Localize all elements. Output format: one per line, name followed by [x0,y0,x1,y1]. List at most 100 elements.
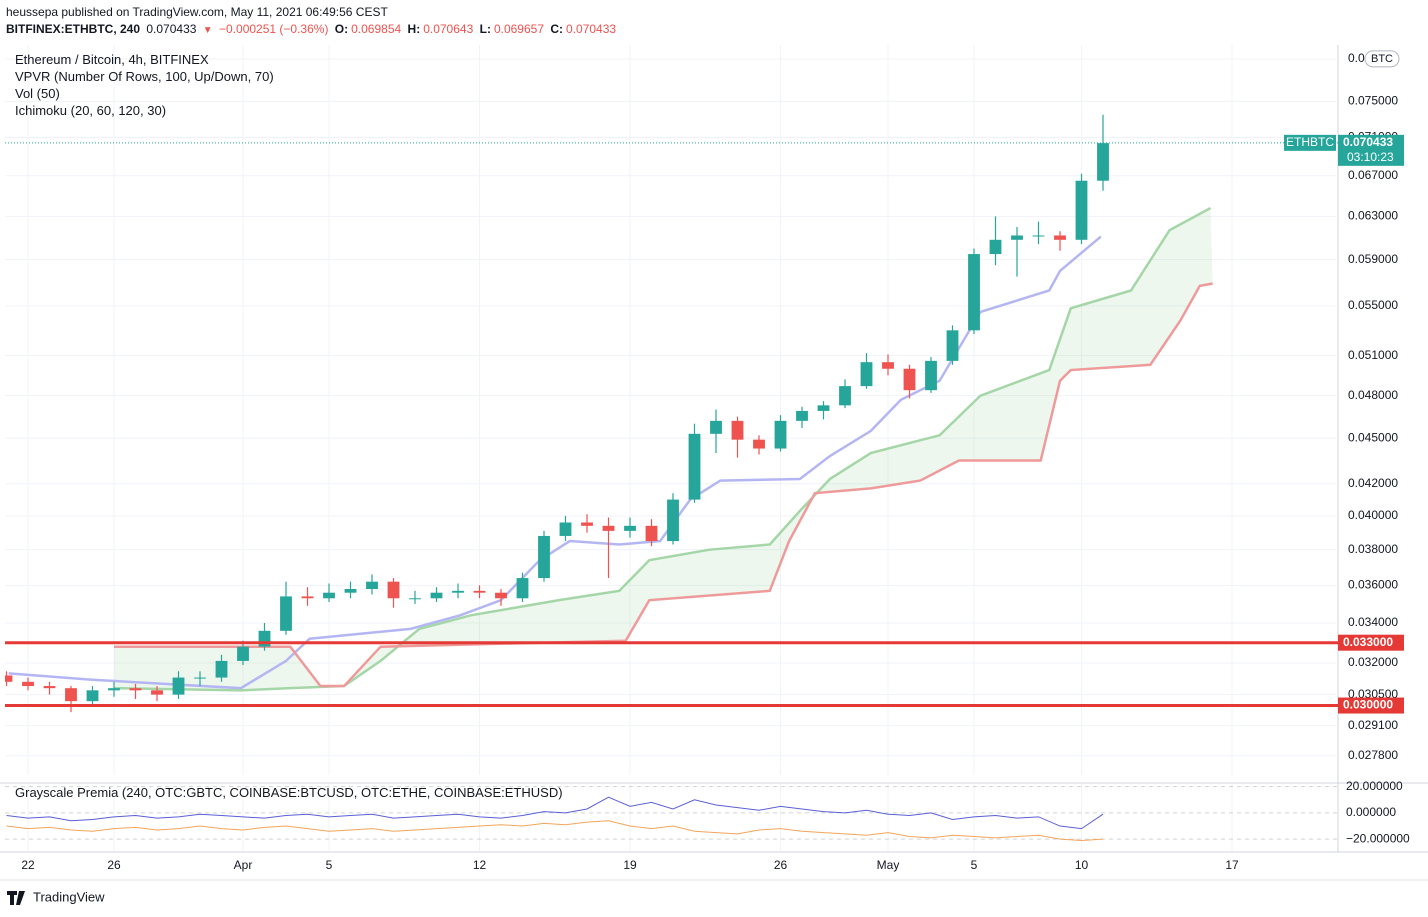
symbol-label: ETHBTC [1286,135,1334,149]
candle-body [280,596,292,631]
price-pane [5,114,1338,713]
footer-brand: TradingView [33,889,105,904]
candle-body [1032,235,1045,237]
axes: 0.00.0750000.0710000.0670000.0630000.059… [21,50,1410,872]
y-tick-label: −20.000000 [1346,831,1410,845]
y-tick-label: 0.055000 [1348,298,1398,312]
candle-body [667,499,679,542]
candle-body [946,330,959,361]
candle-body [1097,143,1109,181]
candle-body [903,368,916,391]
candle-body [237,646,249,661]
h-value: 0.070643 [423,22,474,36]
x-tick-label: 19 [623,858,637,872]
x-tick-label: 17 [1225,858,1239,872]
candle-body [5,675,13,682]
candle-body [409,598,421,600]
candle-body [581,522,593,526]
l-value: 0.069657 [493,22,544,36]
candle-body [860,362,873,387]
candle-body [882,362,894,369]
candle-body [366,581,378,590]
y-tick-label: 0.030500 [1348,687,1398,701]
candle-body [989,239,1002,255]
y-tick-label: 0.000000 [1346,805,1396,819]
candle-body [65,688,77,702]
candle-body [151,690,163,695]
y-tick-label: 0.032000 [1348,655,1398,669]
x-tick-label: 22 [21,858,35,872]
candle-body [215,660,228,678]
ichimoku-line [114,282,1213,688]
symbol: BITFINEX:ETHBTC, 240 [6,22,141,36]
candle-body [473,590,486,593]
symbol-badge [1284,134,1336,151]
candle-body [925,360,937,391]
y-tick-label: 0.051000 [1348,348,1398,362]
level-label-bg [1338,697,1404,714]
candle-body [559,522,572,536]
ichimoku-cloud [114,208,1213,691]
currency-label: BTC [1371,53,1393,65]
down-arrow: ▼ [202,25,213,36]
last-price-badge [1338,134,1404,166]
l-label: L: [479,22,491,36]
y-tick-label: 0.059000 [1348,252,1398,266]
y-tick-label: 0.0 [1348,51,1365,65]
ichimoku-line [113,206,1212,692]
y-tick-label: 0.027800 [1348,748,1398,762]
y-tick-label: 0.045000 [1348,430,1398,444]
level-label: 0.033000 [1343,635,1393,649]
candle-body [452,590,464,593]
y-tick-label: 0.036000 [1348,578,1398,592]
x-tick-label: May [877,858,900,872]
candle-body [344,589,357,593]
y-tick-label: 0.038000 [1348,542,1398,556]
footer-logo [7,891,25,905]
y-tick-label: 0.029100 [1348,718,1398,732]
currency-badge [1364,50,1400,68]
candle-body [258,630,271,647]
publisher: heussepa published on TradingView.com, M… [6,5,388,19]
y-tick-label: 0.075000 [1348,94,1398,108]
candle-body [301,596,314,599]
candle-body [194,677,206,679]
level-label: 0.030000 [1343,698,1393,712]
premia-pane [6,796,1104,841]
candle-body [430,592,443,599]
indicator-legend: VPVR (Number Of Rows, 100, Up/Down, 70) [15,69,274,84]
y-tick-label: 0.067000 [1348,168,1398,182]
indicator-legend: Ichimoku (20, 60, 120, 30) [15,103,167,118]
candle-body [839,386,851,406]
candle-body [624,525,636,531]
y-tick-label: 0.048000 [1348,388,1398,402]
candle-body [1054,235,1066,240]
candle-body [1075,180,1088,240]
x-tick-label: 10 [1075,858,1089,872]
candle-body [22,681,34,687]
x-tick-label: 5 [326,858,333,872]
x-tick-label: 26 [774,858,788,872]
candle-body [710,420,722,434]
level-label-bg [1338,634,1404,651]
y-tick-label: 0.034000 [1348,615,1398,629]
x-tick-label: Apr [234,858,253,872]
publisher-line: heussepa published on TradingView.com, M… [6,5,391,19]
o-value: 0.069854 [351,22,402,36]
countdown-label: 03:10:23 [1347,150,1394,164]
o-label: O: [334,22,349,36]
candle-body [323,592,335,599]
h-label: H: [407,22,421,36]
candle-body [387,581,400,599]
candle-body [172,677,185,695]
y-tick-label: 0.063000 [1348,209,1398,223]
candle-body [108,688,120,691]
candle-body [1011,235,1023,240]
premia-title: Grayscale Premia (240, OTC:GBTC, COINBAS… [15,785,563,800]
x-tick-label: 12 [473,858,487,872]
candle-body [753,439,765,449]
change: −0.000251 (−0.36%) [219,22,329,36]
y-tick-label: 0.040000 [1348,508,1398,522]
